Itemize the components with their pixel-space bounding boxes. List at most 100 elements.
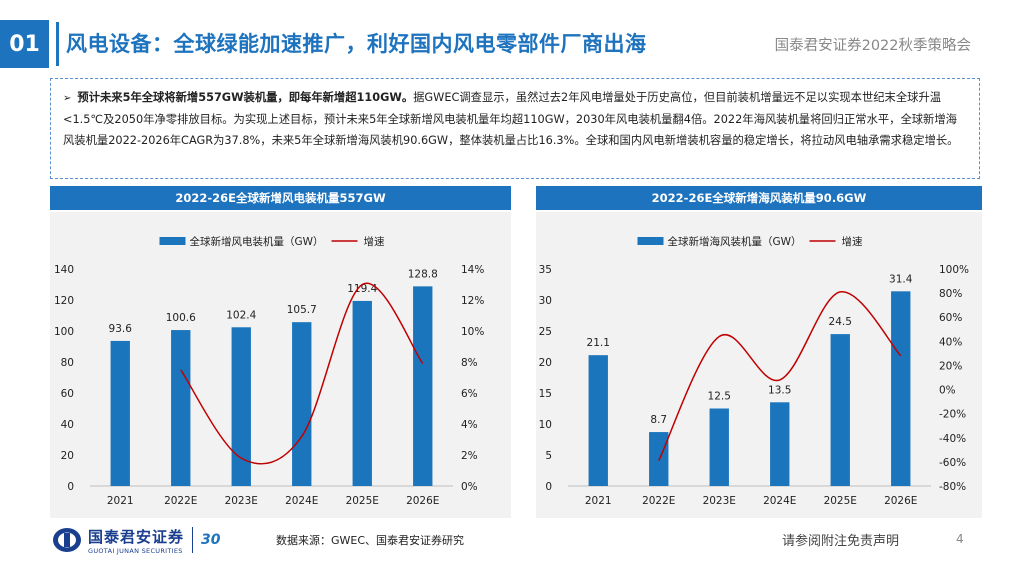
y-right-tick-label: 8% xyxy=(461,357,478,369)
legend-bar-swatch xyxy=(159,237,186,245)
x-tick-label: 2022E xyxy=(642,495,675,507)
y-right-tick-label: 10% xyxy=(461,326,484,338)
y-right-tick-label: 0% xyxy=(461,481,478,493)
company-logo: 国泰君安证券 GUOTAI JUNAN SECURITIES 30 xyxy=(52,524,221,556)
anniversary-mark: 30 xyxy=(201,532,221,548)
y-tick-label: 25 xyxy=(539,326,552,338)
bar xyxy=(830,334,850,486)
y-right-tick-label: 0% xyxy=(939,385,956,397)
logo-chinese-name: 国泰君安证券 xyxy=(88,527,185,546)
bar xyxy=(770,402,790,486)
x-tick-label: 2025E xyxy=(824,495,857,507)
y-tick-label: 5 xyxy=(545,450,552,462)
y-right-tick-label: 6% xyxy=(461,388,478,400)
bar xyxy=(231,327,251,486)
bar-value-label: 12.5 xyxy=(708,391,731,403)
y-tick-label: 10 xyxy=(539,419,552,431)
bar xyxy=(891,291,911,486)
bar xyxy=(413,286,433,486)
summary-body-text: 据GWEC调查显示，虽然过去2年风电增量处于历史高位，但目前装机增量远不足以实现… xyxy=(63,91,959,147)
x-tick-label: 2025E xyxy=(346,495,379,507)
y-right-tick-label: -20% xyxy=(939,409,966,421)
x-tick-label: 2026E xyxy=(406,495,439,507)
y-right-tick-label: -40% xyxy=(939,433,966,445)
logo-text-block: 国泰君安证券 GUOTAI JUNAN SECURITIES xyxy=(88,526,184,555)
section-number-badge: 01 xyxy=(0,20,49,68)
bar xyxy=(352,300,372,486)
logo-emblem-icon xyxy=(53,528,81,552)
summary-box: ➢ 预计未来5年全球将新增557GW装机量，即每年新增超110GW。据GWEC调查… xyxy=(50,78,980,179)
bar xyxy=(171,330,191,486)
y-tick-label: 35 xyxy=(539,264,552,276)
bar-value-label: 93.6 xyxy=(109,323,133,335)
x-tick-label: 2021 xyxy=(585,495,612,507)
data-source-note: 数据来源：GWEC、国泰君安证券研究 xyxy=(276,534,465,547)
growth-rate-line xyxy=(180,282,424,465)
y-tick-label: 20 xyxy=(539,357,552,369)
y-tick-label: 20 xyxy=(61,450,74,462)
bar xyxy=(709,408,729,486)
y-right-tick-label: 4% xyxy=(461,419,478,431)
bar-value-label: 102.4 xyxy=(226,309,256,321)
y-right-tick-label: 14% xyxy=(461,264,484,276)
chart2-panel: 全球新增海风装机量（GW） 增速 0 5 10 15 20 25 30 35 -80% -60% -40… xyxy=(536,212,982,518)
y-tick-label: 0 xyxy=(67,481,74,493)
chart1-svg: 全球新增风电装机量（GW） 增速 0 20 40 60 80 100 120 140 0% 2% 4% 6… xyxy=(54,235,484,507)
growth-rate-line xyxy=(658,291,902,462)
chart2-svg: 全球新增海风装机量（GW） 增速 0 5 10 15 20 25 30 35 -80% -60% -40… xyxy=(539,235,969,507)
x-tick-label: 2022E xyxy=(164,495,197,507)
title-accent-bar xyxy=(56,22,59,66)
legend-bar-swatch xyxy=(637,237,664,245)
bar-value-label: 100.6 xyxy=(166,312,196,324)
logo-divider xyxy=(192,527,194,553)
y-tick-label: 140 xyxy=(54,264,74,276)
bar-value-label: 105.7 xyxy=(287,304,317,316)
summary-paragraph: ➢ 预计未来5年全球将新增557GW装机量，即每年新增超110GW。据GWEC调查… xyxy=(63,87,963,151)
x-tick-label: 2023E xyxy=(225,495,258,507)
y-right-tick-label: -80% xyxy=(939,481,966,493)
bar xyxy=(292,322,312,486)
y-tick-label: 0 xyxy=(545,481,552,493)
bullet-arrow-icon: ➢ xyxy=(63,93,72,104)
y-tick-label: 80 xyxy=(61,357,74,369)
y-right-tick-label: 100% xyxy=(939,264,969,276)
y-right-tick-label: -60% xyxy=(939,457,966,469)
bar-value-label: 24.5 xyxy=(829,316,852,328)
legend-line-label: 增速 xyxy=(364,235,385,248)
x-tick-label: 2026E xyxy=(884,495,917,507)
bar-value-label: 13.5 xyxy=(768,384,791,396)
bar-value-label: 8.7 xyxy=(650,414,667,426)
chart1-panel: 全球新增风电装机量（GW） 增速 0 20 40 60 80 100 120 140 0% 2% 4% 6… xyxy=(50,212,511,518)
x-tick-label: 2021 xyxy=(107,495,134,507)
x-tick-label: 2023E xyxy=(703,495,736,507)
y-right-tick-label: 80% xyxy=(939,288,962,300)
x-tick-label: 2024E xyxy=(763,495,796,507)
bar-value-label: 128.8 xyxy=(408,268,438,280)
y-tick-label: 40 xyxy=(61,419,74,431)
legend-bar-label: 全球新增风电装机量（GW） xyxy=(190,235,324,248)
page-number: 4 xyxy=(956,532,964,546)
y-tick-label: 100 xyxy=(54,326,74,338)
y-right-tick-label: 2% xyxy=(461,450,478,462)
event-subtitle: 国泰君安证券2022秋季策略会 xyxy=(774,38,971,54)
legend-line-label: 增速 xyxy=(842,235,863,248)
y-tick-label: 15 xyxy=(539,388,552,400)
chart1-title: 2022-26E全球新增风电装机量557GW xyxy=(50,186,511,210)
y-right-tick-label: 20% xyxy=(939,360,962,372)
chart2-title: 2022-26E全球新增海风装机量90.6GW xyxy=(536,186,982,210)
logo-english-name: GUOTAI JUNAN SECURITIES xyxy=(88,546,183,555)
y-tick-label: 60 xyxy=(61,388,74,400)
summary-bold-lead: 预计未来5年全球将新增557GW装机量，即每年新增超110GW。 xyxy=(77,91,414,104)
bar-value-label: 31.4 xyxy=(889,273,913,285)
y-right-tick-label: 40% xyxy=(939,336,962,348)
disclaimer-note: 请参阅附注免责声明 xyxy=(782,534,900,549)
y-tick-label: 30 xyxy=(539,295,552,307)
page-title: 风电设备：全球绿能加速推广，利好国内风电零部件厂商出海 xyxy=(66,32,647,56)
legend-bar-label: 全球新增海风装机量（GW） xyxy=(668,235,802,248)
bar xyxy=(588,355,608,486)
y-right-tick-label: 12% xyxy=(461,295,484,307)
bar-value-label: 21.1 xyxy=(587,337,610,349)
bar xyxy=(110,340,130,486)
y-tick-label: 120 xyxy=(54,295,74,307)
y-right-tick-label: 60% xyxy=(939,312,962,324)
